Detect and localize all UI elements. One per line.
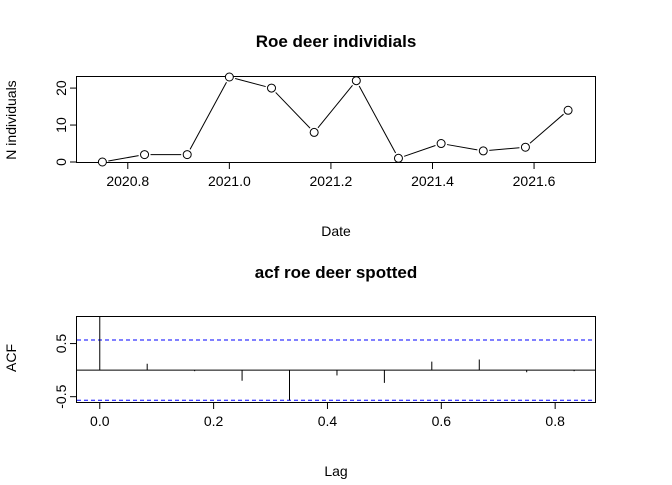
line-segment xyxy=(529,113,564,144)
data-point xyxy=(351,76,361,86)
plot-frame-deer xyxy=(76,76,596,163)
line-segment xyxy=(403,145,436,157)
panel-deer-counts: Roe deer individials Date N individuals … xyxy=(3,32,596,239)
line-segment xyxy=(358,85,397,154)
x-tick-label: 0.2 xyxy=(204,413,224,429)
data-point xyxy=(182,150,192,160)
line-segment xyxy=(446,144,478,151)
x-tick-label: 2020.8 xyxy=(106,173,149,189)
x-tick-label: 0.0 xyxy=(90,413,110,429)
x-tick-label: 0.8 xyxy=(545,413,565,429)
y-tick-label: 0 xyxy=(53,158,69,166)
x-tick-label: 2021.0 xyxy=(208,173,251,189)
x-tick-label: 0.4 xyxy=(318,413,338,429)
plot-frame-acf xyxy=(76,316,596,403)
y-axis-ticks-deer: 0 10 20 xyxy=(53,80,77,166)
y-axis-ticks-acf: -0.5 0.5 xyxy=(53,334,77,409)
x-tick-label: 0.6 xyxy=(432,413,452,429)
series-deer xyxy=(97,72,573,167)
x-tick-label: 2021.4 xyxy=(411,173,454,189)
chart-title-acf: acf roe deer spotted xyxy=(255,263,418,282)
data-point xyxy=(309,127,319,137)
data-point xyxy=(224,72,234,82)
x-axis-ticks-acf: 0.0 0.2 0.4 0.6 0.8 xyxy=(90,402,565,429)
data-point xyxy=(478,146,488,156)
x-axis-ticks-deer: 2020.8 2021.0 2021.2 2021.4 2021.6 xyxy=(106,162,556,189)
y-tick-label: 0.5 xyxy=(53,334,69,354)
y-tick-label: -0.5 xyxy=(53,384,69,408)
line-segment xyxy=(108,155,139,162)
x-tick-label: 2021.6 xyxy=(513,173,556,189)
x-tick-label: 2021.2 xyxy=(310,173,353,189)
y-axis-label-deer: N individuals xyxy=(3,80,19,159)
series-acf xyxy=(77,317,595,401)
line-segment xyxy=(189,82,227,150)
panel-acf: acf roe deer spotted Lag ACF 0.0 0.2 0.4 0.… xyxy=(3,263,596,479)
data-point xyxy=(563,105,573,115)
y-tick-label: 10 xyxy=(53,117,69,133)
data-point xyxy=(140,150,150,160)
x-axis-label-deer: Date xyxy=(321,223,351,239)
data-point xyxy=(393,153,403,163)
line-segment xyxy=(317,85,353,129)
x-axis-label-acf: Lag xyxy=(324,463,347,479)
data-point xyxy=(520,142,530,152)
chart-title-deer: Roe deer individials xyxy=(256,32,417,51)
line-segment xyxy=(235,78,266,88)
y-axis-label-acf: ACF xyxy=(3,344,19,372)
line-segment xyxy=(489,147,520,151)
line-segment xyxy=(275,92,311,129)
data-point xyxy=(436,139,446,149)
data-point xyxy=(97,157,107,167)
data-point xyxy=(267,83,277,93)
y-tick-label: 20 xyxy=(53,80,69,96)
